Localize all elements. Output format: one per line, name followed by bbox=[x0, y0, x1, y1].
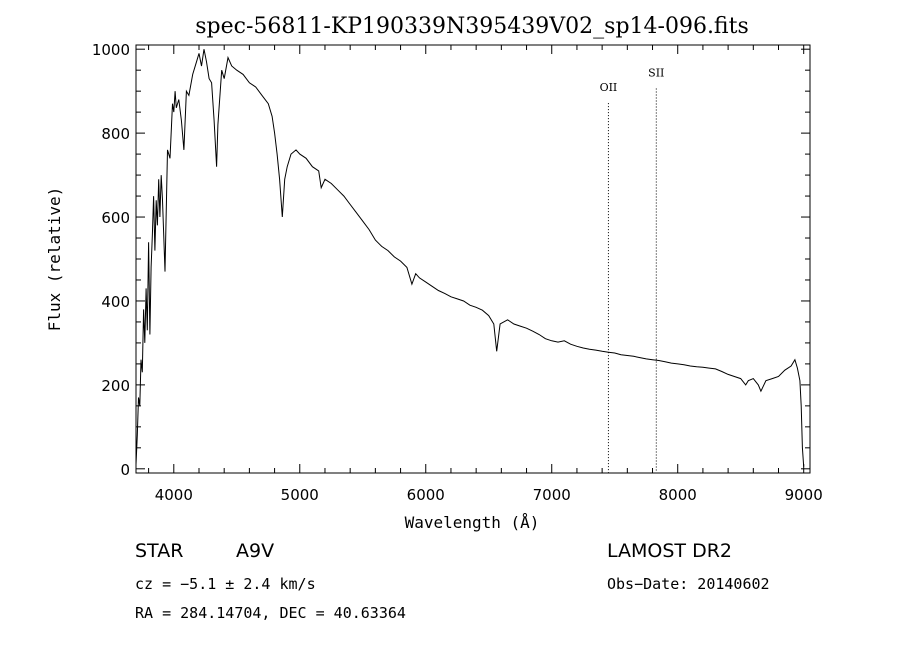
redshift-velocity: cz = −5.1 ± 2.4 km/s bbox=[135, 575, 316, 593]
y-tick-label: 800 bbox=[101, 125, 130, 143]
spectrum-line bbox=[135, 49, 805, 467]
x-tick-label: 7000 bbox=[533, 486, 571, 504]
x-tick-label: 5000 bbox=[281, 486, 319, 504]
y-tick-label: 1000 bbox=[92, 41, 130, 59]
y-axis-label: Flux (relative) bbox=[45, 187, 64, 332]
y-tick-label: 200 bbox=[101, 377, 130, 395]
emission-line-label: OII bbox=[600, 81, 618, 94]
x-tick-label: 8000 bbox=[659, 486, 697, 504]
y-tick-label: 0 bbox=[120, 461, 130, 479]
survey-name: LAMOST DR2 bbox=[607, 540, 732, 562]
plot-frame bbox=[135, 44, 811, 474]
object-class: STAR bbox=[135, 540, 184, 562]
emission-line-label: SII bbox=[648, 66, 664, 79]
tick-labels: 4000 5000 6000 7000 8000 9000 0 200 400 600 800 100… bbox=[92, 41, 823, 504]
emission-line-markers: OII SII bbox=[600, 66, 664, 473]
x-axis-label: Wavelength (Å) bbox=[405, 513, 540, 532]
y-tick-label: 400 bbox=[101, 293, 130, 311]
observation-date: Obs−Date: 20140602 bbox=[607, 575, 770, 593]
axis-ticks bbox=[136, 45, 810, 473]
y-tick-label: 600 bbox=[101, 209, 130, 227]
chart-title: spec-56811-KP190339N395439V02_sp14-096.f… bbox=[195, 14, 749, 39]
x-tick-label: 4000 bbox=[155, 486, 193, 504]
coordinates: RA = 284.14704, DEC = 40.63364 bbox=[135, 604, 406, 622]
spectral-subclass: A9V bbox=[236, 540, 275, 562]
x-tick-label: 9000 bbox=[785, 486, 823, 504]
x-tick-label: 6000 bbox=[407, 486, 445, 504]
